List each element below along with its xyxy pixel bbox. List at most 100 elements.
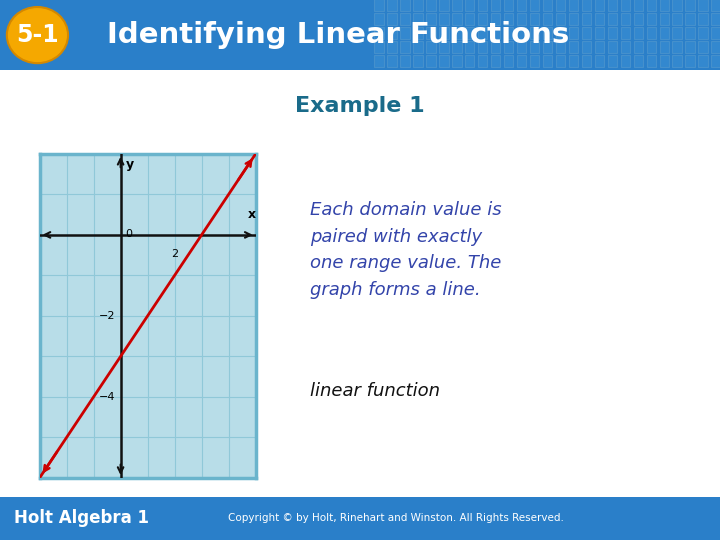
Bar	[530, 42, 539, 52]
Bar	[413, 28, 423, 39]
Text: Copyright © by Holt, Rinehart and Winston. All Rights Reserved.: Copyright © by Holt, Rinehart and Winsto…	[228, 514, 564, 523]
Bar	[400, 56, 410, 66]
Bar	[711, 28, 720, 39]
Bar	[569, 28, 578, 39]
Bar	[439, 28, 449, 39]
Bar	[426, 0, 436, 10]
Bar	[452, 0, 462, 10]
Bar	[647, 28, 656, 39]
Bar	[517, 56, 526, 66]
Bar	[374, 42, 384, 52]
Bar	[672, 14, 682, 24]
Bar	[621, 14, 630, 24]
Bar	[569, 42, 578, 52]
Bar	[543, 14, 552, 24]
Bar	[582, 28, 591, 39]
Bar	[452, 14, 462, 24]
Text: 5-1: 5-1	[16, 23, 59, 47]
Bar	[517, 28, 526, 39]
Bar	[634, 56, 643, 66]
Bar	[634, 42, 643, 52]
Bar	[439, 14, 449, 24]
Text: Example 1: Example 1	[295, 96, 425, 116]
Bar	[685, 14, 695, 24]
Bar	[543, 0, 552, 10]
Bar	[595, 14, 604, 24]
Bar	[491, 56, 500, 66]
Bar	[698, 28, 708, 39]
Bar	[491, 28, 500, 39]
Text: Each domain value is
paired with exactly
one range value. The
graph forms a line: Each domain value is paired with exactly…	[310, 201, 502, 299]
Bar	[465, 14, 474, 24]
Bar	[491, 14, 500, 24]
Bar	[582, 0, 591, 10]
Bar	[413, 14, 423, 24]
Bar	[660, 28, 669, 39]
Bar	[543, 42, 552, 52]
Bar	[478, 42, 487, 52]
Bar	[504, 0, 513, 10]
Bar	[530, 28, 539, 39]
Bar	[374, 28, 384, 39]
Text: −4: −4	[99, 392, 115, 402]
Bar	[452, 42, 462, 52]
Bar	[672, 28, 682, 39]
Bar	[608, 42, 617, 52]
Bar	[413, 0, 423, 10]
Bar	[685, 0, 695, 10]
Bar	[439, 56, 449, 66]
Bar	[672, 56, 682, 66]
Bar	[595, 28, 604, 39]
Bar	[387, 56, 397, 66]
Bar	[634, 0, 643, 10]
Bar	[543, 28, 552, 39]
Bar	[621, 28, 630, 39]
Bar	[478, 56, 487, 66]
Bar	[698, 56, 708, 66]
Text: 2: 2	[171, 249, 178, 259]
Bar	[374, 0, 384, 10]
Bar	[621, 42, 630, 52]
Bar	[530, 14, 539, 24]
Text: −2: −2	[99, 311, 115, 321]
Bar	[660, 0, 669, 10]
Bar	[647, 14, 656, 24]
Bar	[698, 0, 708, 10]
Bar	[439, 42, 449, 52]
Bar	[530, 56, 539, 66]
Bar	[478, 14, 487, 24]
Bar	[413, 56, 423, 66]
Bar	[452, 56, 462, 66]
Bar	[439, 0, 449, 10]
Bar	[374, 56, 384, 66]
Bar	[647, 42, 656, 52]
Bar	[465, 0, 474, 10]
Text: linear function: linear function	[310, 382, 440, 400]
Bar	[582, 42, 591, 52]
Ellipse shape	[6, 7, 68, 63]
Bar	[387, 0, 397, 10]
Bar	[517, 0, 526, 10]
Bar	[387, 42, 397, 52]
Bar	[426, 42, 436, 52]
Bar	[569, 14, 578, 24]
Bar	[621, 0, 630, 10]
Bar	[556, 42, 565, 52]
Bar	[504, 14, 513, 24]
Bar	[556, 0, 565, 10]
Bar	[685, 28, 695, 39]
Bar	[698, 14, 708, 24]
Text: y: y	[125, 158, 134, 171]
Bar	[465, 56, 474, 66]
Bar	[711, 56, 720, 66]
Bar	[660, 42, 669, 52]
Bar	[672, 0, 682, 10]
Bar	[517, 14, 526, 24]
Bar	[569, 0, 578, 10]
Bar	[491, 42, 500, 52]
Bar	[465, 28, 474, 39]
Bar	[634, 14, 643, 24]
Bar	[711, 0, 720, 10]
Bar	[582, 56, 591, 66]
Bar	[672, 42, 682, 52]
